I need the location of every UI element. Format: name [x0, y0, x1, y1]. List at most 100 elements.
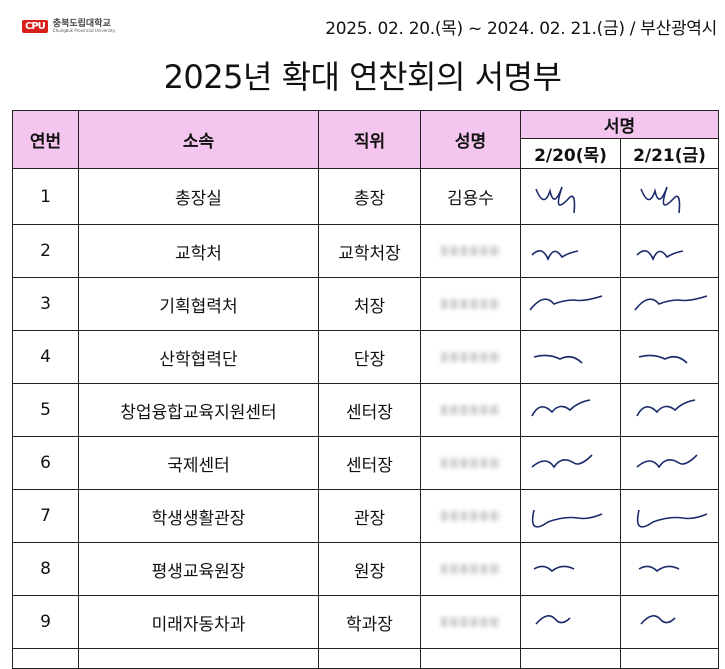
redacted-name	[440, 564, 501, 574]
logo-name-en: Chungbuk Provincial University	[52, 28, 116, 33]
cell-signature-day2	[620, 277, 719, 331]
cell-name	[420, 224, 521, 278]
cell-signature-day1	[520, 383, 621, 437]
cell-signature-day2	[620, 489, 719, 543]
table-row: 4 산학협력단 단장	[12, 330, 719, 384]
cell-signature-day2	[620, 383, 719, 437]
cell-signature-day2	[620, 330, 719, 384]
handwritten-signature	[635, 454, 698, 469]
cell-no: 1	[12, 168, 79, 225]
cell-no: 2	[12, 224, 79, 278]
handwritten-signature	[528, 295, 602, 311]
table-row: 3 기획협력처 처장	[12, 277, 719, 331]
table-row: 6 국제센터 센터장	[12, 436, 719, 490]
empty-cell	[12, 648, 79, 669]
header-day1: 2/20(목)	[520, 138, 621, 169]
cell-no: 6	[12, 436, 79, 490]
table-row: 5 창업융합교육지원센터 센터장	[12, 383, 719, 437]
cell-no: 7	[12, 489, 79, 543]
header-position: 직위	[318, 110, 421, 169]
handwritten-signature	[533, 354, 583, 364]
cell-position: 총장	[318, 168, 421, 225]
cell-name	[420, 383, 521, 437]
table-row: 9 미래자동차과 학과장	[12, 595, 719, 649]
empty-cell	[420, 648, 521, 669]
table-row	[12, 648, 719, 669]
event-dates: 2025. 02. 20.(목) ~ 2024. 02. 21.(금) / 부산…	[325, 19, 717, 39]
cell-position: 원장	[318, 542, 421, 596]
cell-signature-day2	[620, 595, 719, 649]
cell-name	[420, 277, 521, 331]
header-signature: 서명	[520, 110, 719, 139]
cell-name	[420, 436, 521, 490]
handwritten-signature	[531, 509, 602, 528]
handwritten-signature	[633, 295, 707, 311]
cell-signature-day1	[520, 277, 621, 331]
redacted-name	[440, 299, 501, 309]
cell-name: 김용수	[420, 168, 521, 225]
redacted-name	[440, 617, 501, 627]
logo-name-kr: 충북도립대학교	[52, 19, 111, 29]
handwritten-signature	[636, 509, 707, 528]
cell-signature-day1	[520, 168, 621, 225]
handwritten-signature	[530, 399, 590, 417]
cell-no: 5	[12, 383, 79, 437]
handwritten-signature	[533, 565, 574, 573]
cell-no: 4	[12, 330, 79, 384]
cell-position: 처장	[318, 277, 421, 331]
empty-cell	[620, 648, 719, 669]
cell-name	[420, 542, 521, 596]
cell-dept: 국제센터	[78, 436, 319, 490]
cell-dept: 산학협력단	[78, 330, 319, 384]
handwritten-signature	[635, 399, 695, 417]
handwritten-signature	[530, 454, 593, 469]
university-logo: CPU 충북도립대학교 Chungbuk Provincial Universi…	[22, 20, 115, 33]
table-row: 2 교학처 교학처장	[12, 224, 719, 278]
cell-signature-day1	[520, 224, 621, 278]
cell-dept: 창업융합교육지원센터	[78, 383, 319, 437]
redacted-name	[440, 458, 501, 468]
cell-signature-day2	[620, 436, 719, 490]
header-dept: 소속	[78, 110, 319, 169]
cell-position: 단장	[318, 330, 421, 384]
cell-signature-day2	[620, 168, 719, 225]
cell-dept: 기획협력처	[78, 277, 319, 331]
empty-cell	[318, 648, 421, 669]
cell-position: 교학처장	[318, 224, 421, 278]
cell-dept: 미래자동차과	[78, 595, 319, 649]
cell-dept: 평생교육원장	[78, 542, 319, 596]
cell-dept: 총장실	[78, 168, 319, 225]
handwritten-signature	[639, 186, 680, 213]
cell-position: 센터장	[318, 383, 421, 437]
redacted-name	[440, 511, 501, 521]
cell-signature-day1	[520, 595, 621, 649]
header-day2: 2/21(금)	[620, 138, 719, 169]
cell-no: 8	[12, 542, 79, 596]
cell-signature-day1	[520, 489, 621, 543]
handwritten-signature	[639, 615, 676, 625]
cell-position: 관장	[318, 489, 421, 543]
redacted-name	[440, 352, 501, 362]
handwritten-signature	[635, 250, 683, 262]
cell-signature-day1	[520, 330, 621, 384]
redacted-name	[440, 405, 501, 415]
cell-name	[420, 595, 521, 649]
redacted-name	[440, 246, 501, 256]
empty-cell	[78, 648, 319, 669]
cell-position: 센터장	[318, 436, 421, 490]
cell-signature-day1	[520, 436, 621, 490]
handwritten-signature	[638, 354, 688, 364]
cell-signature-day2	[620, 224, 719, 278]
handwritten-signature	[534, 615, 571, 625]
cell-position: 학과장	[318, 595, 421, 649]
header-name: 성명	[420, 110, 521, 169]
handwritten-signature	[534, 186, 575, 213]
cell-no: 9	[12, 595, 79, 649]
cell-name	[420, 330, 521, 384]
handwritten-signature	[638, 565, 679, 573]
empty-cell	[520, 648, 621, 669]
cell-signature-day1	[520, 542, 621, 596]
signature-table: 연번 소속 직위 성명 서명 2/20(목) 2/21(금) 1 총장실 총장 김용수…	[12, 110, 719, 669]
logo-mark: CPU	[22, 20, 48, 33]
cell-dept: 교학처	[78, 224, 319, 278]
